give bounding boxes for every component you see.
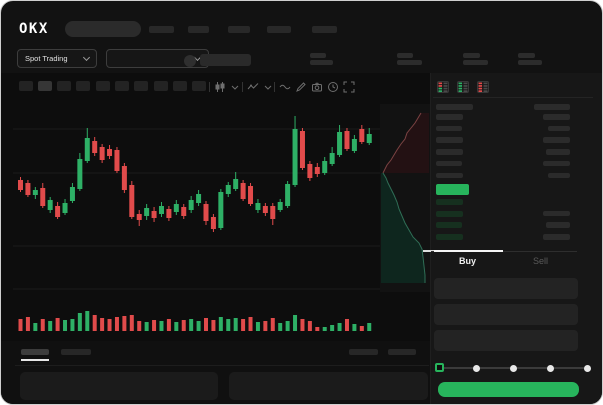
slider-dot[interactable] xyxy=(583,364,591,372)
nav-item[interactable] xyxy=(228,26,250,33)
okx-logo[interactable]: OKX xyxy=(19,21,49,37)
bid-price-bar xyxy=(436,210,463,217)
orderbook-col-header-amount xyxy=(534,104,570,110)
search-input[interactable] xyxy=(65,21,141,37)
slider-dot[interactable] xyxy=(509,364,517,372)
bid-price-bar xyxy=(436,222,462,229)
nav-item[interactable] xyxy=(149,26,174,33)
bottom-tab[interactable] xyxy=(61,349,91,355)
trade-tabs: Buy Sell xyxy=(431,251,577,271)
ask-price-bar xyxy=(436,160,462,167)
orderbook-view-button[interactable] xyxy=(477,81,489,93)
market-type-label: Spot Trading xyxy=(25,54,68,63)
timeframe-chip[interactable] xyxy=(38,81,52,91)
timeframe-chip[interactable] xyxy=(19,81,33,91)
order-amount-field[interactable] xyxy=(434,304,578,325)
ask-price-bar xyxy=(436,149,463,155)
nav-item[interactable] xyxy=(188,26,209,33)
slider-dot[interactable] xyxy=(472,364,480,372)
ask-price-bar xyxy=(436,137,463,143)
bottom-divider xyxy=(15,365,429,366)
volume-bars xyxy=(18,311,372,331)
market-type-dropdown[interactable]: Spot Trading xyxy=(17,49,97,68)
ask-amount-bar xyxy=(543,114,570,120)
slider-dot[interactable] xyxy=(546,364,554,372)
price-placeholder xyxy=(200,54,251,66)
ask-amount-bar xyxy=(543,160,570,167)
orderbook-view-button[interactable] xyxy=(437,81,449,93)
chevron-down-icon xyxy=(82,53,91,62)
ask-amount-bar xyxy=(546,149,570,155)
camera-icon[interactable] xyxy=(311,81,323,93)
slider-handle[interactable] xyxy=(434,363,444,372)
bid-amount-bar xyxy=(546,222,570,228)
indicator-icon[interactable] xyxy=(247,81,259,93)
stat-value-bar xyxy=(463,60,488,65)
orderbook-view-button[interactable] xyxy=(457,81,469,93)
nav-item[interactable] xyxy=(312,26,337,33)
ask-amount-bar xyxy=(543,137,570,143)
stat-label-bar xyxy=(463,53,480,58)
stat-label-bar xyxy=(397,53,413,58)
order-total-field[interactable] xyxy=(434,330,578,351)
bottom-tab-indicator xyxy=(21,359,49,361)
depth-profile xyxy=(380,104,434,292)
timeframe-chip[interactable] xyxy=(96,81,110,91)
nav-item[interactable] xyxy=(267,26,291,33)
ask-price-bar xyxy=(436,172,463,178)
expand-icon[interactable] xyxy=(343,81,355,93)
toolbar-divider xyxy=(274,82,275,92)
clock-icon[interactable] xyxy=(327,81,339,93)
candlestick-chart xyxy=(13,104,434,331)
bottom-action-bar xyxy=(388,349,416,355)
chart-pane-background xyxy=(1,73,430,341)
bottom-panel xyxy=(20,372,218,400)
bottom-panel xyxy=(229,372,428,400)
stat-value-bar xyxy=(310,60,333,65)
timeframe-chip[interactable] xyxy=(76,81,90,91)
tab-sell[interactable]: Sell xyxy=(532,256,548,266)
last-price-badge[interactable] xyxy=(436,184,469,195)
coin-icon xyxy=(184,55,196,67)
bid-price-bar xyxy=(436,199,463,205)
bid-amount-bar xyxy=(543,234,570,240)
timeframe-chip[interactable] xyxy=(173,81,187,91)
candles xyxy=(18,116,372,232)
timeframe-chip[interactable] xyxy=(115,81,129,91)
bid-amount-bar xyxy=(543,210,570,217)
buy-submit-button[interactable] xyxy=(438,382,579,397)
candlestick-icon[interactable] xyxy=(214,81,226,93)
stat-label-bar xyxy=(310,53,326,58)
chevron-down-icon[interactable] xyxy=(229,81,241,93)
ask-price-bar xyxy=(436,114,463,120)
timeframe-chip[interactable] xyxy=(154,81,168,91)
stat-value-bar xyxy=(518,60,542,65)
ask-amount-bar xyxy=(548,125,570,132)
panel-header-divider xyxy=(433,97,593,98)
toolbar-divider xyxy=(209,82,210,92)
active-tab-indicator xyxy=(434,250,503,252)
orderbook-col-header-price xyxy=(436,104,473,110)
stat-label-bar xyxy=(518,53,535,58)
chevron-down-icon[interactable] xyxy=(262,81,274,93)
timeframe-chip[interactable] xyxy=(192,81,206,91)
timeframe-chip[interactable] xyxy=(57,81,71,91)
ask-price-bar xyxy=(436,125,462,132)
tab-buy[interactable]: Buy xyxy=(458,256,476,266)
timeframe-chip[interactable] xyxy=(134,81,148,91)
bottom-action-bar xyxy=(349,349,378,355)
wave-icon[interactable] xyxy=(279,81,291,93)
ask-amount-bar xyxy=(548,172,570,178)
tab-divider xyxy=(431,251,577,252)
stat-value-bar xyxy=(397,60,422,65)
bid-price-bar xyxy=(436,234,463,241)
bottom-tab[interactable] xyxy=(21,349,49,355)
order-price-field[interactable] xyxy=(434,278,578,299)
pencil-icon[interactable] xyxy=(295,81,307,93)
toolbar-divider xyxy=(242,82,243,92)
